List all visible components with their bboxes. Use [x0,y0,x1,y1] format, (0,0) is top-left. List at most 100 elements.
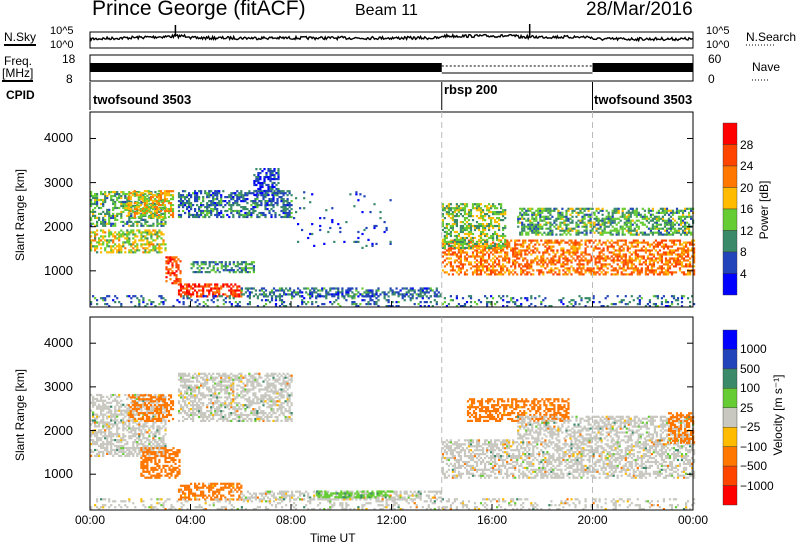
power-data-cell [687,253,690,256]
power-data-cell [261,181,264,185]
power-data-cell [570,245,573,248]
power-data-cell [295,293,298,296]
power-data-cell [110,198,113,202]
power-data-cell [561,233,564,236]
power-data-cell [427,287,430,290]
power-data-cell [449,203,452,206]
power-data-cell [519,221,522,224]
power-data-cell [90,247,93,250]
power-data-cell [667,219,671,222]
power-data-cell [361,287,364,290]
power-data-cell [632,259,635,262]
power-data-cell [333,240,336,243]
power-data-cell [592,255,595,258]
power-data-cell [490,207,493,210]
power-data-cell [169,208,173,211]
power-data-cell [389,305,392,308]
velocity-data-cell [102,454,105,457]
power-data-cell [132,243,135,246]
power-data-cell [202,261,205,264]
power-data-cell [182,206,185,209]
power-data-cell [120,251,123,254]
power-data-cell [635,211,638,214]
power-data-cell [90,239,93,242]
power-data-cell [421,287,424,290]
power-data-cell [525,211,528,214]
power-data-cell [562,247,565,250]
power-data-cell [305,287,308,290]
power-data-cell [283,301,286,304]
power-data-cell [564,257,567,260]
power-data-cell [634,245,637,248]
power-data-cell [206,305,209,308]
power-data-cell [498,255,501,258]
power-data-cell [192,263,195,266]
power-data-cell [147,190,150,193]
power-data-cell [153,211,156,215]
power-data-cell [494,251,497,254]
power-data-cell [467,215,471,218]
power-data-cell [492,211,495,214]
power-data-cell [441,207,444,210]
power-data-cell [664,305,668,308]
power-data-cell [661,215,664,218]
power-data-cell [632,271,635,274]
power-data-cell [621,209,624,212]
power-data-cell [677,217,681,220]
power-data-cell [132,224,135,227]
power-data-cell [631,223,634,226]
power-data-cell [244,194,247,197]
power-data-cell [490,265,493,268]
freq-tick-bottom: 8 [66,72,73,86]
power-data-cell [389,199,392,202]
power-data-cell [122,206,125,210]
power-data-cell [365,303,368,306]
power-data-cell [613,211,616,214]
power-data-cell [303,197,306,200]
power-data-cell [616,273,619,276]
power-data-cell [272,200,275,203]
power-data-cell [307,287,310,290]
power-data-cell [349,295,352,298]
power-data-cell [146,194,149,198]
power-data-cell [653,231,656,234]
power-data-cell [549,223,552,226]
velocity-data-cell [100,446,103,450]
power-data-cell [234,271,237,274]
power-data-cell [315,295,318,298]
power-data-cell [492,247,495,250]
power-data-cell [552,255,555,258]
power-data-cell [257,174,260,177]
power-data-cell [677,229,681,232]
power-data-cell [152,222,155,225]
power-data-cell [289,293,292,296]
power-data-cell [504,211,507,214]
power-data-cell [169,202,173,205]
power-data-cell [252,267,255,270]
power-data-cell [537,231,540,234]
power-data-cell [477,245,481,248]
power-data-cell [411,293,414,296]
power-data-cell [409,293,412,296]
power-data-cell [293,289,296,292]
power-data-cell [331,221,334,224]
power-data-cell [586,301,589,304]
power-data-cell [678,253,682,256]
power-data-cell [242,267,245,270]
power-data-cell [116,218,119,221]
power-data-cell [508,245,511,248]
power-data-cell [670,273,674,276]
power-data-cell [646,303,649,306]
power-data-cell [94,297,97,300]
power-data-cell [654,271,657,274]
power-data-cell [136,220,139,223]
power-data-cell [627,221,630,224]
power-data-cell [583,223,586,226]
velocity-data-cell [112,399,115,402]
power-data-cell [269,168,272,171]
power-data-cell [177,280,180,283]
power-data-cell [114,214,117,217]
power-data-cell [284,211,287,215]
power-data-cell [467,232,471,236]
power-data-cell [656,243,659,246]
